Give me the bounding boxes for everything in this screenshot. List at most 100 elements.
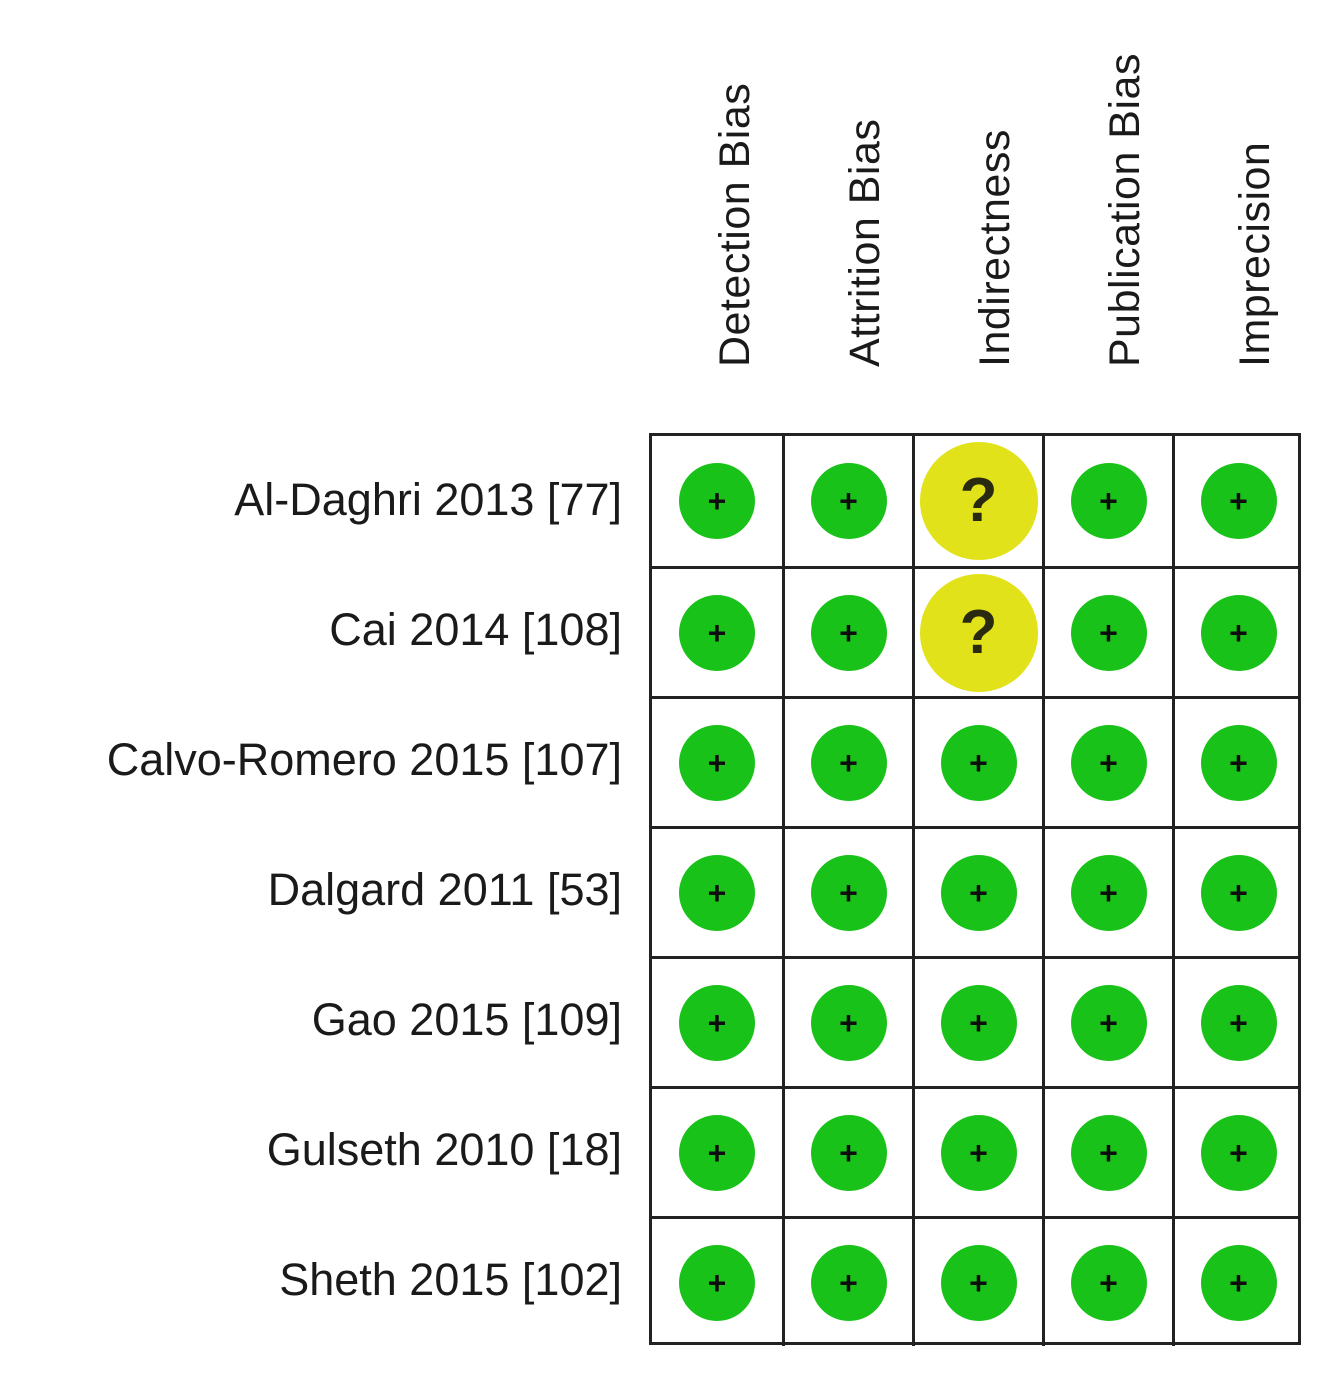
judgement-grid: + +? + + + +? + + + + + + + + + + + + + + + + + + + + + + + + + + + bbox=[649, 433, 1302, 1346]
judgement-cell: + bbox=[1042, 1089, 1172, 1216]
judgement-cell: + bbox=[1172, 829, 1302, 956]
plus-circle-icon: + bbox=[679, 1114, 755, 1191]
judgement-glyph: + bbox=[1229, 744, 1248, 781]
plus-circle-icon: + bbox=[1200, 463, 1277, 539]
judgement-cell: + bbox=[1172, 569, 1302, 696]
column-header: Attrition Bias bbox=[779, 0, 909, 410]
column-header-label: Indirectness bbox=[971, 129, 1019, 367]
plus-circle-icon: + bbox=[1070, 1244, 1147, 1321]
judgement-cell: + bbox=[782, 1219, 912, 1346]
judgement-glyph: + bbox=[969, 874, 988, 911]
judgement-glyph: + bbox=[969, 1134, 988, 1171]
column-header: Detection Bias bbox=[649, 0, 779, 410]
judgement-cell: + bbox=[1042, 436, 1172, 566]
grid-row: + + + + + bbox=[652, 1216, 1298, 1346]
column-header: Publication Bias bbox=[1039, 0, 1169, 410]
plus-circle-icon: + bbox=[1200, 1114, 1277, 1191]
judgement-glyph: ? bbox=[959, 597, 998, 667]
judgement-cell: + bbox=[1172, 699, 1302, 826]
plus-circle-icon: + bbox=[810, 1244, 887, 1321]
judgement-glyph: + bbox=[839, 614, 858, 651]
judgement-cell: + bbox=[1042, 829, 1172, 956]
judgement-cell: + bbox=[652, 1089, 782, 1216]
judgement-glyph: ? bbox=[959, 466, 998, 535]
plus-circle-icon: + bbox=[679, 984, 755, 1061]
judgement-glyph: + bbox=[1229, 1134, 1248, 1171]
plus-circle-icon: + bbox=[1200, 1244, 1277, 1321]
judgement-glyph: + bbox=[1099, 1264, 1118, 1301]
plus-circle-icon: + bbox=[679, 1244, 755, 1321]
judgement-cell: + bbox=[652, 959, 782, 1086]
judgement-cell: + bbox=[1172, 436, 1302, 566]
judgement-glyph: + bbox=[1229, 874, 1248, 911]
plus-circle-icon: + bbox=[940, 1114, 1017, 1191]
judgement-cell: + bbox=[782, 829, 912, 956]
judgement-glyph: + bbox=[839, 744, 858, 781]
plus-circle-icon: + bbox=[940, 984, 1017, 1061]
judgement-glyph: + bbox=[1099, 1134, 1118, 1171]
judgement-cell: + bbox=[652, 699, 782, 826]
plus-circle-icon: + bbox=[1070, 854, 1147, 931]
judgement-cell: ? bbox=[912, 569, 1042, 696]
judgement-glyph: + bbox=[1229, 1264, 1248, 1301]
judgement-glyph: + bbox=[839, 483, 858, 519]
judgement-glyph: + bbox=[1229, 1004, 1248, 1041]
plus-circle-icon: + bbox=[810, 854, 887, 931]
judgement-cell: + bbox=[912, 1089, 1042, 1216]
judgement-cell: + bbox=[1172, 1219, 1302, 1346]
judgement-glyph: + bbox=[1229, 483, 1248, 519]
judgement-glyph: + bbox=[1099, 874, 1118, 911]
judgement-cell: + bbox=[912, 699, 1042, 826]
judgement-glyph: + bbox=[1099, 1004, 1118, 1041]
plus-circle-icon: + bbox=[679, 463, 755, 539]
plus-circle-icon: + bbox=[810, 463, 887, 539]
judgement-glyph: + bbox=[969, 1004, 988, 1041]
judgement-cell: + bbox=[1172, 1089, 1302, 1216]
judgement-glyph: + bbox=[839, 1134, 858, 1171]
question-circle-icon: ? bbox=[919, 573, 1038, 692]
judgement-glyph: + bbox=[707, 744, 727, 781]
plus-circle-icon: + bbox=[810, 724, 887, 801]
judgement-glyph: + bbox=[969, 1264, 988, 1301]
plus-circle-icon: + bbox=[940, 724, 1017, 801]
question-circle-icon: ? bbox=[919, 442, 1038, 560]
study-label: Al-Daghri 2013 [77] bbox=[234, 474, 622, 525]
grid-row: + + + + + bbox=[652, 1086, 1298, 1216]
judgement-cell: + bbox=[912, 1219, 1042, 1346]
plus-circle-icon: + bbox=[1070, 463, 1147, 539]
study-label: Cai 2014 [108] bbox=[329, 604, 622, 655]
column-header-label: Attrition Bias bbox=[841, 118, 889, 367]
grid-row: + +? + + bbox=[652, 436, 1298, 566]
plus-circle-icon: + bbox=[810, 984, 887, 1061]
judgement-glyph: + bbox=[707, 483, 727, 519]
plus-circle-icon: + bbox=[679, 724, 755, 801]
judgement-glyph: + bbox=[1099, 483, 1118, 519]
judgement-cell: + bbox=[782, 569, 912, 696]
judgement-glyph: + bbox=[839, 874, 858, 911]
grid-row: + + + + + bbox=[652, 956, 1298, 1086]
plus-circle-icon: + bbox=[1200, 984, 1277, 1061]
study-label: Dalgard 2011 [53] bbox=[267, 864, 622, 915]
plus-circle-icon: + bbox=[679, 854, 755, 931]
judgement-glyph: + bbox=[1099, 614, 1118, 651]
plus-circle-icon: + bbox=[1200, 594, 1277, 671]
grid-row: + +? + + bbox=[652, 566, 1298, 696]
plus-circle-icon: + bbox=[1070, 984, 1147, 1061]
judgement-cell: ? bbox=[912, 436, 1042, 566]
judgement-cell: + bbox=[1042, 959, 1172, 1086]
judgement-cell: + bbox=[652, 829, 782, 956]
judgement-glyph: + bbox=[707, 874, 727, 911]
judgement-cell: + bbox=[1042, 699, 1172, 826]
judgement-cell: + bbox=[652, 569, 782, 696]
judgement-glyph: + bbox=[707, 1134, 727, 1171]
plus-circle-icon: + bbox=[679, 594, 755, 671]
judgement-cell: + bbox=[1172, 959, 1302, 1086]
judgement-cell: + bbox=[782, 699, 912, 826]
judgement-cell: + bbox=[782, 436, 912, 566]
judgement-cell: + bbox=[652, 436, 782, 566]
judgement-cell: + bbox=[912, 829, 1042, 956]
plus-circle-icon: + bbox=[1200, 724, 1277, 801]
judgement-glyph: + bbox=[707, 614, 727, 651]
column-header-label: Publication Bias bbox=[1101, 53, 1149, 367]
